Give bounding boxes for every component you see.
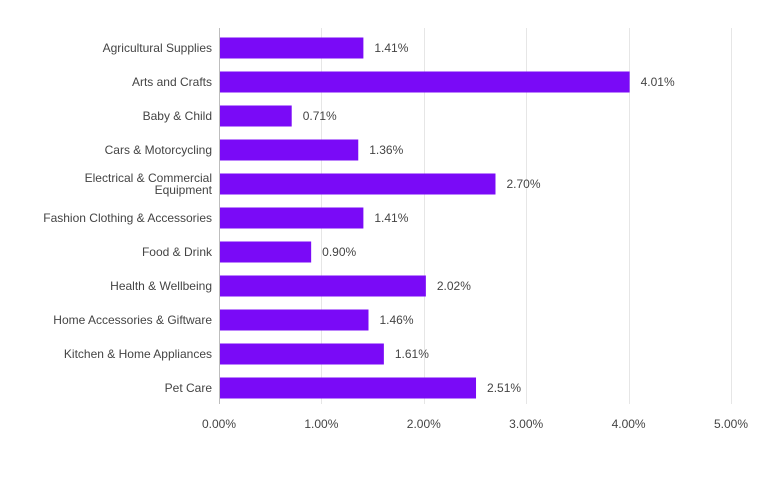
category-label: Baby & Child bbox=[143, 109, 212, 123]
value-label: 1.46% bbox=[380, 313, 414, 327]
category-label: Electrical & Commercial Equipment bbox=[85, 171, 213, 197]
bar bbox=[220, 207, 364, 229]
category-label: Fashion Clothing & Accessories bbox=[43, 211, 212, 225]
category-label-line: Equipment bbox=[155, 183, 213, 197]
x-tick-label: 4.00% bbox=[612, 417, 646, 431]
value-label: 1.41% bbox=[374, 211, 408, 225]
bar bbox=[220, 275, 426, 297]
category-label-line: Electrical & Commercial bbox=[85, 171, 212, 185]
category-label-line: Health & Wellbeing bbox=[110, 279, 212, 293]
category-label-line: Home Accessories & Giftware bbox=[53, 313, 212, 327]
bar bbox=[220, 139, 359, 161]
value-label: 1.36% bbox=[369, 143, 403, 157]
category-label: Cars & Motorcycling bbox=[105, 143, 212, 157]
bar bbox=[220, 343, 384, 365]
category-label-line: Fashion Clothing & Accessories bbox=[43, 211, 212, 225]
value-label: 0.90% bbox=[322, 245, 356, 259]
value-label: 1.41% bbox=[374, 41, 408, 55]
labels-layer: 1.41% Agricultural Supplies 4.01% Arts and … bbox=[43, 41, 675, 395]
value-label: 2.51% bbox=[487, 381, 521, 395]
bars-layer bbox=[220, 37, 630, 399]
ticks-layer: 0.00% 1.00% 2.00% 3.00% 4.00% 5.00% bbox=[202, 417, 748, 431]
category-label-line: Kitchen & Home Appliances bbox=[64, 347, 212, 361]
bar bbox=[220, 309, 369, 331]
category-label: Arts and Crafts bbox=[132, 75, 212, 89]
value-label: 2.70% bbox=[506, 177, 540, 191]
category-label: Health & Wellbeing bbox=[110, 279, 212, 293]
category-label: Agricultural Supplies bbox=[103, 41, 212, 55]
x-tick-label: 3.00% bbox=[509, 417, 543, 431]
category-label: Kitchen & Home Appliances bbox=[64, 347, 212, 361]
value-label: 1.61% bbox=[395, 347, 429, 361]
x-tick-label: 1.00% bbox=[304, 417, 338, 431]
value-label: 0.71% bbox=[303, 109, 337, 123]
x-tick-label: 0.00% bbox=[202, 417, 236, 431]
bar bbox=[220, 37, 364, 59]
category-label-line: Cars & Motorcycling bbox=[105, 143, 212, 157]
category-label-line: Food & Drink bbox=[142, 245, 213, 259]
value-label: 4.01% bbox=[641, 75, 675, 89]
bar bbox=[220, 105, 292, 127]
category-label: Home Accessories & Giftware bbox=[53, 313, 212, 327]
category-label-line: Arts and Crafts bbox=[132, 75, 212, 89]
bar bbox=[220, 173, 496, 195]
category-label-line: Pet Care bbox=[165, 381, 213, 395]
bar bbox=[220, 241, 312, 263]
bar bbox=[220, 71, 630, 93]
category-label-line: Baby & Child bbox=[143, 109, 212, 123]
category-label-line: Agricultural Supplies bbox=[103, 41, 212, 55]
x-tick-label: 2.00% bbox=[407, 417, 441, 431]
bar bbox=[220, 377, 477, 399]
x-tick-label: 5.00% bbox=[714, 417, 748, 431]
category-label: Food & Drink bbox=[142, 245, 213, 259]
category-label: Pet Care bbox=[165, 381, 213, 395]
value-label: 2.02% bbox=[437, 279, 471, 293]
